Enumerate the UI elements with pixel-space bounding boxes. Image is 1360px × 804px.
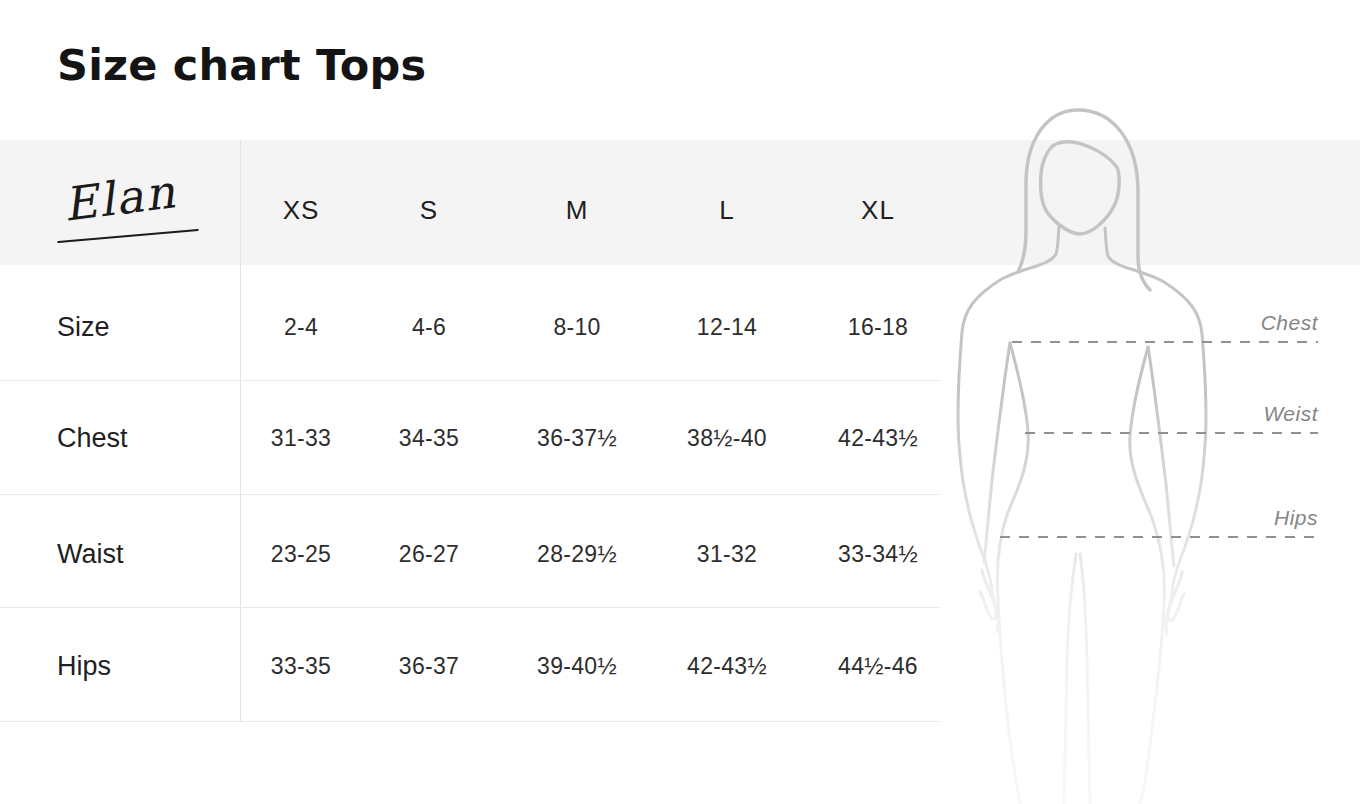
table-cell: 42-43½ (838, 425, 918, 452)
table-cell: 39-40½ (537, 653, 617, 680)
brand-logo-underline (57, 229, 199, 243)
table-cell: 28-29½ (537, 541, 617, 568)
row-divider (0, 607, 940, 608)
column-header-l: L (719, 195, 734, 226)
table-cell: 42-43½ (687, 653, 767, 680)
row-label-chest: Chest (57, 423, 128, 454)
table-cell: 33-35 (271, 653, 331, 680)
table-cell: 26-27 (399, 541, 459, 568)
table-cell: 2-4 (284, 314, 318, 341)
page-title: Size chart Tops (57, 40, 426, 90)
waist-measurement-line (1025, 432, 1318, 434)
table-cell: 12-14 (697, 314, 757, 341)
table-cell: 8-10 (553, 314, 600, 341)
brand-logo: Elan (0, 140, 240, 265)
table-cell: 38½-40 (687, 425, 767, 452)
row-label-waist: Waist (57, 539, 124, 570)
table-column-divider (240, 140, 241, 722)
table-cell: 44½-46 (838, 653, 918, 680)
table-cell: 36-37½ (537, 425, 617, 452)
table-cell: 31-33 (271, 425, 331, 452)
column-header-m: M (566, 195, 589, 226)
row-divider (0, 494, 940, 495)
row-label-hips: Hips (57, 651, 111, 682)
chest-measurement-label: Chest (1261, 311, 1318, 335)
row-divider (0, 721, 940, 722)
table-cell: 23-25 (271, 541, 331, 568)
hips-measurement-label: Hips (1274, 506, 1318, 530)
size-chart-page: Size chart Tops Elan XS S M L XL Size 2-… (0, 0, 1360, 804)
table-cell: 34-35 (399, 425, 459, 452)
table-cell: 33-34½ (838, 541, 918, 568)
hips-measurement-line (1000, 536, 1318, 538)
column-header-xs: XS (283, 195, 320, 226)
waist-measurement-label: Weist (1263, 402, 1318, 426)
table-cell: 4-6 (412, 314, 446, 341)
brand-logo-text: Elan (60, 164, 179, 231)
table-cell: 31-32 (697, 541, 757, 568)
chest-measurement-line (1012, 341, 1318, 343)
row-label-size: Size (57, 312, 110, 343)
table-cell: 16-18 (848, 314, 908, 341)
table-cell: 36-37 (399, 653, 459, 680)
body-outline-illustration (940, 100, 1360, 804)
row-divider (0, 380, 940, 381)
column-header-s: S (420, 195, 438, 226)
column-header-xl: XL (861, 195, 895, 226)
